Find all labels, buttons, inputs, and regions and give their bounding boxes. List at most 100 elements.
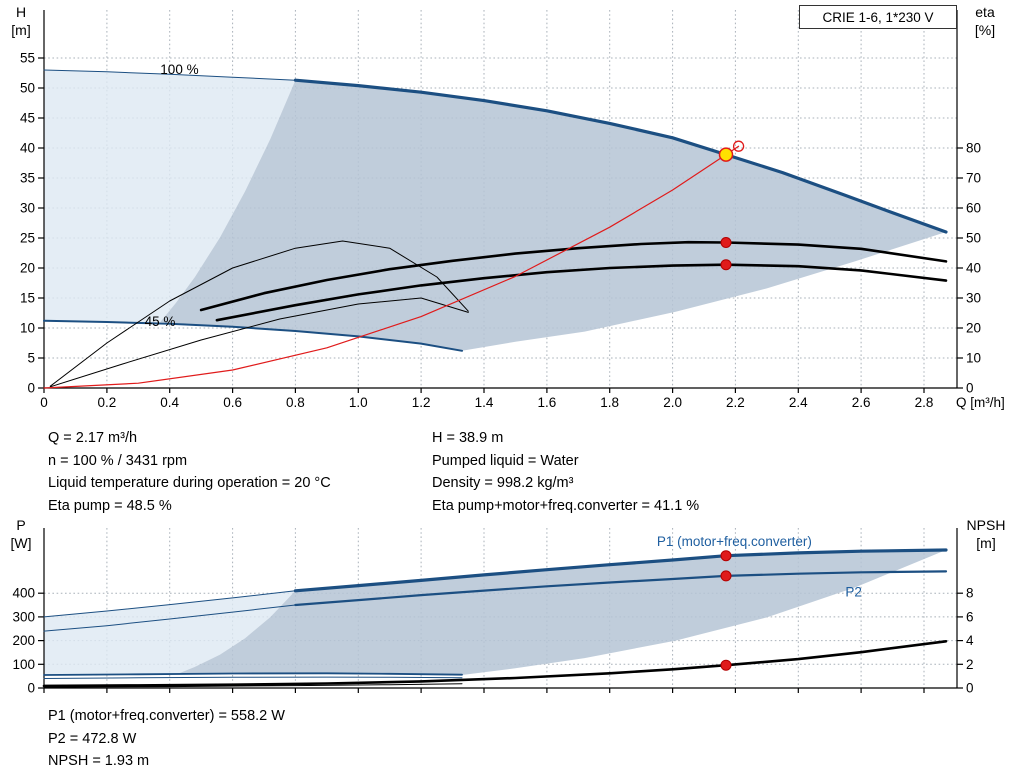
svg-text:300: 300 bbox=[12, 609, 35, 624]
hq-chart-canvas[interactable]: 0 5 10 15 20 25 30 35 40 45 50 55 0 10 20 30 40 50 60 70 80 0… bbox=[0, 0, 1024, 420]
duty-flow-text: Q = 2.17 m³/h bbox=[48, 430, 138, 446]
npsh-duty-marker bbox=[720, 659, 732, 671]
p2-curve bbox=[294, 570, 948, 607]
affinity-end-marker bbox=[732, 140, 745, 152]
svg-text:100: 100 bbox=[12, 657, 35, 672]
svg-text:5: 5 bbox=[27, 351, 35, 366]
svg-text:45: 45 bbox=[20, 111, 35, 126]
npsh-value-text: NPSH = 1.93 m bbox=[48, 753, 150, 769]
svg-text:0.2: 0.2 bbox=[98, 395, 117, 410]
affinity-line-to-duty-point bbox=[43, 145, 740, 389]
svg-text:20: 20 bbox=[966, 321, 981, 336]
svg-text:1.2: 1.2 bbox=[412, 395, 431, 410]
pump-curve-45pct bbox=[43, 319, 463, 352]
eta-pump-curve bbox=[199, 240, 948, 312]
eta-curve-reduced-speed bbox=[49, 240, 469, 387]
svg-text:10: 10 bbox=[966, 351, 981, 366]
svg-text:1.0: 1.0 bbox=[349, 395, 368, 410]
pump-curve-100pct bbox=[293, 78, 948, 234]
duty-info-right: H = 38.9 m Pumped liquid = Water Density… bbox=[432, 427, 699, 517]
duty-info-left: Q = 2.17 m³/h n = 100 % / 3431 rpm Liqui… bbox=[48, 427, 331, 517]
svg-text:0.4: 0.4 bbox=[160, 395, 179, 410]
svg-text:2.6: 2.6 bbox=[852, 395, 871, 410]
svg-text:400: 400 bbox=[12, 586, 35, 601]
operating-envelope bbox=[160, 80, 947, 351]
svg-text:35: 35 bbox=[20, 171, 35, 186]
svg-text:2: 2 bbox=[966, 657, 974, 672]
eta-total-text: Eta pump+motor+freq.converter = 41.1 % bbox=[432, 497, 700, 514]
svg-text:0: 0 bbox=[40, 395, 48, 410]
eta-total-marker bbox=[720, 259, 732, 271]
svg-text:1.4: 1.4 bbox=[475, 395, 494, 410]
svg-text:0.8: 0.8 bbox=[286, 395, 305, 410]
pumped-liquid-text: Pumped liquid = Water bbox=[432, 452, 579, 469]
svg-text:200: 200 bbox=[12, 633, 35, 648]
svg-text:30: 30 bbox=[966, 291, 981, 306]
svg-text:50: 50 bbox=[966, 231, 981, 246]
svg-text:0.6: 0.6 bbox=[223, 395, 242, 410]
pump-model-legend: CRIE 1-6, 1*230 V bbox=[799, 5, 957, 29]
svg-text:0: 0 bbox=[966, 381, 974, 396]
eta-total-curve-reduced-speed bbox=[49, 297, 469, 388]
pump-curve-100pct-lowflow bbox=[43, 69, 296, 81]
duty-point-marker[interactable] bbox=[718, 147, 734, 162]
npsh-curve bbox=[42, 640, 948, 688]
svg-text:40: 40 bbox=[20, 141, 35, 156]
h-axis-title: H [m] bbox=[2, 3, 40, 39]
p2-curve-45pct bbox=[43, 676, 463, 679]
svg-text:15: 15 bbox=[20, 291, 35, 306]
svg-text:2.4: 2.4 bbox=[789, 395, 808, 410]
svg-text:70: 70 bbox=[966, 171, 981, 186]
p-axis-symbol: P bbox=[16, 517, 26, 533]
svg-text:50: 50 bbox=[20, 81, 35, 96]
svg-text:2.0: 2.0 bbox=[663, 395, 682, 410]
axes: 0 5 10 15 20 25 30 35 40 45 50 55 0 10 20 30 40 50 60 70 80 0… bbox=[20, 10, 981, 410]
p1-curve-label: P1 (motor+freq.converter) bbox=[657, 534, 812, 549]
eta-pump-marker bbox=[720, 237, 732, 248]
p2-curve-label: P2 bbox=[845, 585, 862, 600]
power-npsh-chart-canvas[interactable]: 0 100 200 300 400 0 2 4 6 8 P1 (motor+freq.convert… bbox=[0, 515, 1024, 715]
axes: 0 100 200 300 400 0 2 4 6 8 bbox=[12, 528, 974, 696]
density-text: Density = 998.2 kg/m³ bbox=[432, 475, 574, 491]
p2-duty-marker bbox=[720, 570, 732, 582]
svg-text:2.8: 2.8 bbox=[915, 395, 934, 410]
eta-total-curve bbox=[215, 263, 948, 322]
eta-axis-unit: [%] bbox=[974, 22, 996, 38]
p1-curve-lowflow bbox=[43, 590, 296, 618]
q-axis-title: Q [m³/h] bbox=[956, 395, 1005, 410]
svg-text:80: 80 bbox=[966, 141, 981, 156]
npsh-axis-title: NPSH [m] bbox=[956, 516, 1016, 552]
svg-text:8: 8 bbox=[966, 586, 974, 601]
p1-curve-45pct bbox=[43, 672, 463, 676]
svg-text:1.6: 1.6 bbox=[538, 395, 557, 410]
h-axis-symbol: H bbox=[15, 4, 27, 20]
svg-text:0: 0 bbox=[966, 681, 974, 696]
eta-axis-title: eta [%] bbox=[962, 3, 1008, 39]
p1-duty-marker bbox=[720, 550, 732, 562]
p-axis-title: P [W] bbox=[2, 516, 40, 552]
duty-head-text: H = 38.9 m bbox=[432, 430, 504, 446]
p2-curve-lowflow bbox=[43, 604, 296, 632]
svg-text:40: 40 bbox=[966, 261, 981, 276]
speed-label-100pct: 100 % bbox=[160, 62, 198, 77]
svg-text:1.8: 1.8 bbox=[600, 395, 619, 410]
liquid-temperature-text: Liquid temperature during operation = 20… bbox=[48, 475, 331, 491]
p1-curve bbox=[293, 548, 948, 593]
svg-text:60: 60 bbox=[966, 201, 981, 216]
svg-text:25: 25 bbox=[20, 231, 35, 246]
speed-label-45pct: 45 % bbox=[145, 314, 176, 329]
power-info: P1 (motor+freq.converter) = 558.2 W P2 =… bbox=[48, 705, 285, 773]
svg-text:0: 0 bbox=[27, 681, 35, 696]
power-envelope bbox=[176, 550, 946, 675]
svg-text:0: 0 bbox=[27, 381, 35, 396]
operating-envelope-light bbox=[44, 70, 296, 322]
svg-text:2.2: 2.2 bbox=[726, 395, 745, 410]
duty-speed-text: n = 100 % / 3431 rpm bbox=[48, 452, 188, 469]
h-axis-unit: [m] bbox=[11, 22, 31, 38]
npsh-curve-45pct bbox=[43, 683, 463, 688]
svg-text:4: 4 bbox=[966, 633, 974, 648]
svg-text:6: 6 bbox=[966, 609, 974, 624]
svg-text:30: 30 bbox=[20, 201, 35, 216]
p2-value-text: P2 = 472.8 W bbox=[48, 730, 137, 747]
